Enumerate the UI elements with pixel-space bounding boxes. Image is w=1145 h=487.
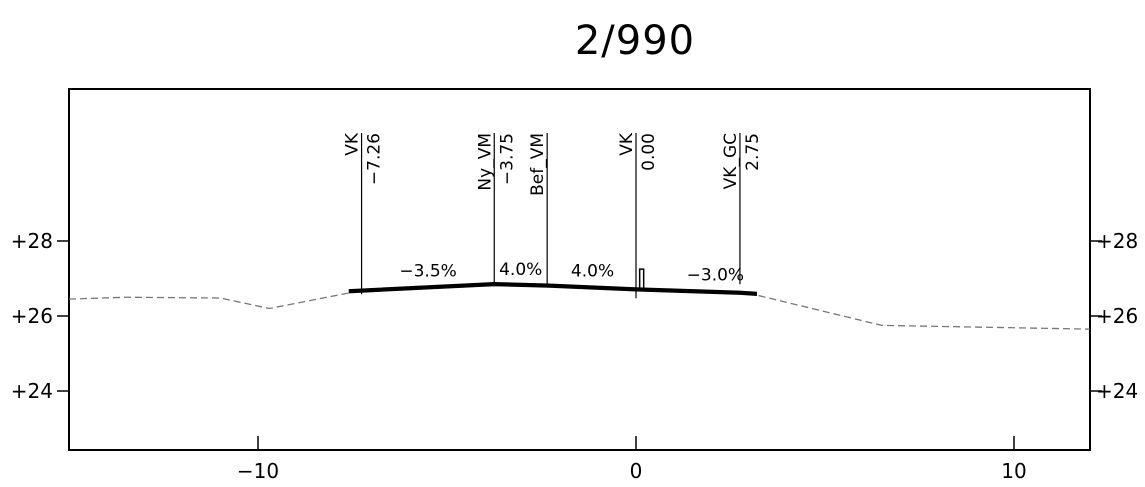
- station-label: VK: [617, 132, 637, 156]
- y-tick-label-left: +26: [11, 304, 53, 328]
- terrain-line: [68, 283, 1090, 330]
- station-label: VK: [343, 132, 363, 156]
- station-name: VK: [343, 132, 363, 156]
- station-offset: 2.75: [743, 133, 763, 171]
- slope-label: 4.0%: [571, 262, 614, 282]
- road-base-line: [348, 285, 757, 296]
- x-tick-label: 10: [1001, 459, 1026, 483]
- slope-label: 4.0%: [499, 260, 542, 280]
- station-offset-label: −3.75: [497, 133, 517, 185]
- slope-label: −3.5%: [399, 262, 456, 282]
- station-offset-label: 0.00: [639, 133, 659, 171]
- station-offset: −7.26: [365, 133, 385, 185]
- station-name: VK: [617, 132, 637, 156]
- station-offset: 0.00: [639, 133, 659, 171]
- station-label: VK_GC: [721, 133, 741, 189]
- station-offset-label: −7.26: [365, 133, 385, 185]
- y-tick-label-right: +28: [1096, 229, 1138, 253]
- station-offset: −3.75: [497, 133, 517, 185]
- station-name: Bef_VM: [528, 133, 548, 196]
- road-surface: [348, 282, 758, 296]
- y-tick-label-left: +28: [11, 229, 53, 253]
- y-tick-label-left: +24: [11, 379, 53, 403]
- station-name: Ny_VM: [475, 133, 495, 191]
- y-tick-label-right: +26: [1096, 304, 1138, 328]
- station-label: Ny_VM: [475, 133, 495, 191]
- x-tick-label: 0: [630, 459, 643, 483]
- plot-frame: [68, 88, 1091, 451]
- section-title: 2/990: [574, 18, 696, 64]
- slope-label: −3.0%: [687, 265, 744, 285]
- x-tick-label: −10: [237, 459, 279, 483]
- station-name: VK_GC: [721, 133, 741, 189]
- station-label: Bef_VM: [528, 133, 548, 196]
- kerb-marker: [638, 268, 645, 290]
- station-offset-label: 2.75: [743, 133, 763, 171]
- y-tick-label-right: +24: [1096, 379, 1138, 403]
